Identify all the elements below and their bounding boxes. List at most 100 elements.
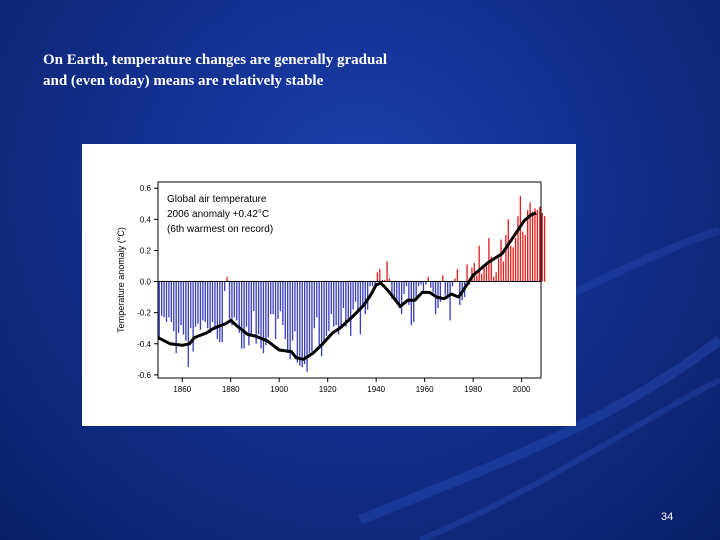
y-tick-label: 0.4 bbox=[140, 215, 152, 224]
bar-1914 bbox=[313, 281, 316, 329]
bar-1912 bbox=[308, 281, 311, 354]
bar-1961 bbox=[427, 276, 429, 282]
bar-1915 bbox=[316, 281, 318, 318]
bar-1859 bbox=[180, 281, 182, 326]
bar-1888 bbox=[250, 281, 252, 335]
bar-1890 bbox=[255, 281, 257, 344]
bar-1967 bbox=[442, 275, 444, 282]
bar-1887 bbox=[248, 281, 250, 346]
bar-1889 bbox=[253, 281, 255, 312]
bar-1983 bbox=[480, 273, 483, 282]
bar-1960 bbox=[425, 281, 427, 285]
bar-1946 bbox=[391, 281, 393, 299]
bar-1882 bbox=[236, 281, 238, 321]
bar-1896 bbox=[270, 281, 272, 315]
x-tick-label: 1940 bbox=[367, 385, 385, 394]
bar-1940 bbox=[376, 272, 379, 282]
bar-2004 bbox=[531, 211, 534, 282]
bar-1982 bbox=[478, 245, 480, 282]
bar-1954 bbox=[410, 281, 412, 326]
bar-1863 bbox=[190, 281, 192, 329]
x-tick-label: 1860 bbox=[173, 385, 191, 394]
x-tick-label: 1920 bbox=[319, 385, 337, 394]
heading-line-1: On Earth, temperature changes are genera… bbox=[43, 52, 387, 68]
bar-1871 bbox=[209, 281, 211, 333]
slide-heading: On Earth, temperature changes are genera… bbox=[43, 50, 503, 92]
bar-1997 bbox=[514, 238, 517, 282]
chart-panel: 0.6 0.4 0.2 0.0 -0.2 -0.4 -0.6 1860 1880 1900 192… bbox=[82, 144, 576, 426]
bar-1885 bbox=[243, 281, 245, 349]
bar-1881 bbox=[233, 281, 236, 318]
bar-2006 bbox=[536, 210, 539, 282]
bar-2002 bbox=[527, 210, 529, 282]
bar-1877 bbox=[223, 281, 226, 291]
x-tick-label: 2000 bbox=[513, 385, 531, 394]
temperature-chart: 0.6 0.4 0.2 0.0 -0.2 -0.4 -0.6 1860 1880 1900 192… bbox=[116, 181, 546, 394]
bar-1991 bbox=[500, 239, 502, 282]
bar-1916 bbox=[318, 281, 320, 346]
bar-1945 bbox=[388, 278, 391, 282]
bar-1893 bbox=[262, 281, 265, 354]
bar-1891 bbox=[257, 281, 260, 335]
bar-1971 bbox=[451, 281, 454, 287]
bar-1948 bbox=[396, 281, 398, 302]
bar-1941 bbox=[379, 269, 381, 282]
bar-1957 bbox=[417, 281, 420, 287]
bar-1932 bbox=[357, 281, 359, 313]
bar-1981 bbox=[476, 275, 478, 282]
bar-1990 bbox=[497, 258, 500, 282]
bar-series bbox=[158, 196, 546, 372]
bar-1943 bbox=[383, 280, 386, 282]
bar-1864 bbox=[192, 281, 194, 352]
bar-1903 bbox=[287, 281, 289, 354]
bar-1879 bbox=[228, 281, 231, 319]
x-tick-label: 1880 bbox=[222, 385, 240, 394]
bar-1860 bbox=[182, 281, 185, 335]
bar-1861 bbox=[185, 281, 187, 341]
bar-1928 bbox=[347, 281, 349, 319]
bar-1984 bbox=[483, 267, 485, 282]
bar-1988 bbox=[493, 276, 495, 282]
bar-1969 bbox=[447, 281, 449, 299]
bar-1993 bbox=[505, 234, 507, 282]
bar-1894 bbox=[265, 281, 267, 346]
bar-1851 bbox=[160, 281, 163, 316]
y-axis-label: Temperature anomaly (°C) bbox=[116, 227, 126, 333]
bar-1922 bbox=[333, 281, 335, 327]
bar-1925 bbox=[340, 281, 342, 327]
bar-1999 bbox=[519, 196, 522, 282]
x-tick-label: 1980 bbox=[464, 385, 482, 394]
bar-1855 bbox=[170, 281, 172, 322]
bar-1947 bbox=[393, 281, 396, 301]
y-tick-label: 0.6 bbox=[140, 184, 152, 193]
bar-1955 bbox=[413, 281, 415, 322]
y-axis: 0.6 0.4 0.2 0.0 -0.2 -0.4 -0.6 bbox=[137, 184, 158, 380]
bar-1858 bbox=[177, 281, 180, 333]
bar-1909 bbox=[301, 281, 303, 368]
bar-1884 bbox=[240, 281, 243, 349]
y-tick-label: -0.6 bbox=[137, 371, 151, 380]
bar-1919 bbox=[325, 281, 328, 336]
bar-1921 bbox=[330, 281, 332, 315]
bar-1935 bbox=[364, 281, 366, 315]
bar-1895 bbox=[267, 281, 269, 338]
bar-1968 bbox=[444, 281, 446, 296]
bar-1905 bbox=[291, 281, 294, 341]
bar-1920 bbox=[328, 281, 330, 332]
bar-1931 bbox=[354, 281, 357, 302]
bar-1853 bbox=[165, 281, 168, 322]
bar-1929 bbox=[350, 281, 352, 336]
bar-1936 bbox=[367, 281, 369, 310]
bar-1956 bbox=[415, 281, 417, 298]
bar-2007 bbox=[539, 206, 541, 282]
bar-1934 bbox=[362, 281, 364, 307]
bar-1942 bbox=[381, 280, 383, 282]
x-tick-label: 1960 bbox=[416, 385, 434, 394]
bar-1897 bbox=[272, 281, 274, 315]
x-axis: 1860 1880 1900 1920 1940 1960 1980 2000 bbox=[173, 378, 531, 394]
bar-1857 bbox=[175, 281, 177, 354]
annotation-line: Global air temperature bbox=[167, 194, 267, 205]
smoothed-trend-line bbox=[157, 211, 537, 361]
bar-1869 bbox=[204, 281, 206, 322]
y-tick-label: 0.0 bbox=[140, 278, 152, 287]
